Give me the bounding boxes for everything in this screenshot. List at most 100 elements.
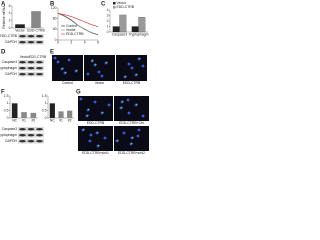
blot-band <box>27 67 35 70</box>
blot-band <box>19 67 26 70</box>
y-tick-label: 40 <box>53 27 57 31</box>
x-tick-label: #2 <box>31 118 35 122</box>
stain <box>102 111 104 114</box>
y-tick-label: 120 <box>51 6 57 10</box>
bar <box>15 24 25 28</box>
y-tick-label: 4 <box>107 8 109 12</box>
blot-band <box>36 35 43 38</box>
panel-label: E <box>50 50 54 56</box>
blot-band <box>19 134 26 137</box>
x-tick-label: Vector <box>15 28 25 32</box>
blot-label: Caspase3 <box>2 127 17 131</box>
nucleus <box>137 128 141 132</box>
x-tick-label: Tryptophagm <box>129 32 149 36</box>
bar <box>21 112 27 118</box>
y-tick-label: 3 <box>107 13 109 17</box>
blot-band <box>27 61 35 64</box>
image-label: EDD-CTRB+Ctrl <box>119 121 144 125</box>
legend-label: Control <box>66 24 77 28</box>
stain <box>117 139 119 142</box>
x-tick-label: #1 <box>59 118 63 122</box>
image-label: EDD-CTRB+sh#1 <box>82 151 109 155</box>
y-tick-label: 1 <box>45 101 47 105</box>
y-tick-label: 80 <box>53 17 57 21</box>
legend-label: Vector <box>117 1 127 5</box>
panel-label: A <box>1 2 6 8</box>
blot-band <box>36 41 43 44</box>
x-tick-label: 6 <box>97 41 99 45</box>
stain <box>65 71 67 74</box>
blot-band <box>19 140 26 143</box>
blot-band <box>27 128 35 131</box>
nucleus <box>93 100 97 104</box>
blot-band <box>27 140 35 143</box>
stain <box>106 61 108 64</box>
blot-band <box>27 35 35 38</box>
blot-band <box>19 41 26 44</box>
bar <box>138 17 146 33</box>
legend-swatch <box>113 6 116 9</box>
y-tick-label: 0.5 <box>4 109 9 113</box>
stain <box>125 75 127 78</box>
panel-label: D <box>1 50 6 56</box>
legend-swatch <box>113 2 116 5</box>
y-tick-label: 0.5 <box>42 109 47 113</box>
nucleus <box>127 62 131 66</box>
stain <box>83 128 85 131</box>
blot-label: Tryptophagm <box>0 133 17 137</box>
stain <box>87 114 89 117</box>
nucleus <box>136 134 140 138</box>
blot-band <box>36 128 43 131</box>
x-tick-label: NC <box>50 118 55 122</box>
line <box>57 13 99 36</box>
nucleus <box>126 98 130 102</box>
panel-label: C <box>101 2 106 8</box>
legend-label: EDD-CTRB <box>117 5 135 9</box>
x-tick-label: 0 <box>57 41 59 45</box>
nucleus <box>122 131 126 135</box>
nucleus <box>86 72 90 76</box>
stain <box>136 103 138 106</box>
image-label: EDD-CTRB <box>123 81 141 85</box>
bar <box>49 103 55 118</box>
y-tick-label: 1.5 <box>4 94 9 98</box>
legend-label: Vector <box>66 28 76 32</box>
y-tick-label: 0 <box>7 116 9 120</box>
nucleus <box>67 58 71 62</box>
stain <box>122 100 124 103</box>
blot-band <box>19 128 26 131</box>
panel-label: F <box>1 90 5 96</box>
nucleus <box>97 70 101 74</box>
blot-label: GAPDH <box>5 72 18 76</box>
stain <box>131 142 133 145</box>
x-tick-label: EDD-CTRB <box>27 28 45 32</box>
stain <box>132 136 134 139</box>
y-tick-label: 0 <box>9 26 11 30</box>
bar <box>11 103 18 118</box>
nucleus <box>89 133 93 137</box>
panel-label: G <box>76 90 81 96</box>
bar <box>31 11 41 28</box>
nucleus <box>100 74 104 78</box>
y-tick-label: 0 <box>107 30 109 34</box>
image-label: EDD-CTRB <box>87 121 105 125</box>
blot-band <box>36 67 43 70</box>
bar <box>67 110 73 118</box>
nucleus <box>141 64 145 68</box>
nucleus <box>88 139 92 143</box>
blot-band <box>27 73 35 76</box>
image-label: Vector <box>95 81 105 85</box>
blot-band <box>27 134 35 137</box>
x-tick-label: Caspase3 <box>112 32 127 36</box>
blot-band <box>27 41 35 44</box>
micrograph <box>114 96 149 121</box>
blot-band <box>36 140 43 143</box>
blot-label: Caspase3 <box>2 60 17 64</box>
y-tick-label: 0 <box>45 116 47 120</box>
nucleus <box>56 60 60 64</box>
line <box>57 13 99 27</box>
nucleus <box>53 56 57 60</box>
y-tick-label: 1 <box>107 24 109 28</box>
lane-label: Vector <box>20 55 30 59</box>
